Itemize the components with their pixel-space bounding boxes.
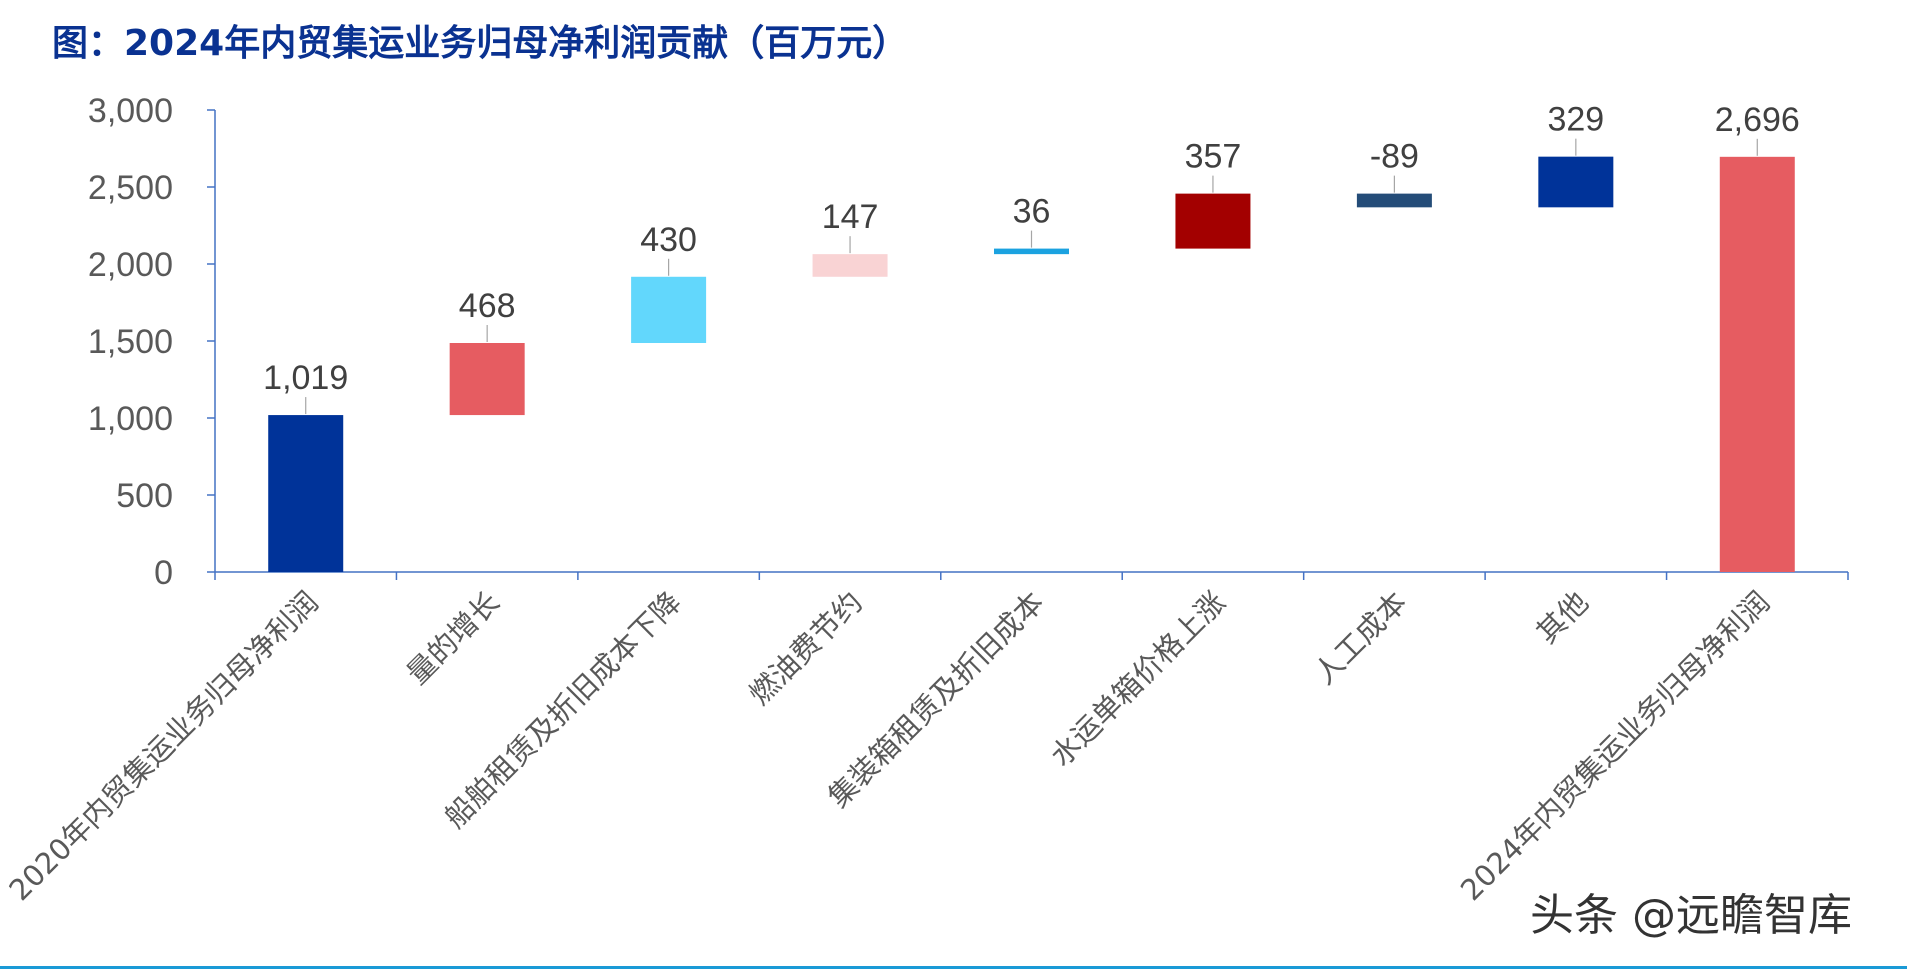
waterfall-bar	[449, 343, 525, 416]
category-label: 燃油费节约	[742, 585, 869, 712]
value-label: 357	[1185, 138, 1242, 176]
waterfall-bar	[1175, 193, 1251, 249]
value-label: -89	[1370, 138, 1419, 176]
bars	[268, 156, 1795, 573]
waterfall-bar	[812, 254, 888, 277]
value-label: 147	[822, 198, 879, 236]
value-label: 329	[1547, 101, 1604, 139]
y-axis: 0 500 1,000 1,500 2,000 2,500 3,000	[88, 92, 216, 592]
y-tick-label: 500	[116, 477, 173, 515]
category-label: 2024年内贸集运业务归母净利润	[1454, 585, 1776, 907]
category-label: 水运单箱价格上涨	[1044, 585, 1232, 773]
bottom-divider	[0, 966, 1907, 969]
category-label: 其他	[1530, 585, 1595, 650]
waterfall-bar	[1356, 193, 1432, 208]
value-label: 468	[459, 287, 516, 325]
value-label: 1,019	[263, 359, 348, 397]
waterfall-bar	[1719, 156, 1795, 573]
category-label: 人工成本	[1307, 585, 1413, 691]
value-label: 2,696	[1715, 101, 1800, 139]
category-label: 2020年内贸集运业务归母净利润	[2, 585, 324, 907]
y-tick-label: 0	[154, 554, 173, 592]
x-axis	[214, 571, 1849, 580]
value-labels: 1,019 468 430 147 36 357 -89 329 2,696	[263, 101, 1800, 415]
y-tick-label: 1,500	[88, 323, 173, 361]
y-tick-label: 1,000	[88, 400, 173, 438]
value-label: 430	[640, 221, 697, 259]
waterfall-bar	[631, 276, 707, 344]
category-label: 量的增长	[400, 585, 506, 691]
chart-title: 图：2024年内贸集运业务归母净利润贡献（百万元）	[52, 23, 909, 64]
waterfall-bar	[1538, 156, 1614, 208]
y-tick-label: 3,000	[88, 92, 173, 130]
y-tick-label: 2,000	[88, 246, 173, 284]
watermark: 头条 @远瞻智库	[1530, 890, 1852, 941]
waterfall-bar	[268, 415, 344, 572]
y-tick-label: 2,500	[88, 169, 173, 207]
waterfall-bar	[994, 248, 1069, 255]
value-label: 36	[1013, 193, 1051, 231]
